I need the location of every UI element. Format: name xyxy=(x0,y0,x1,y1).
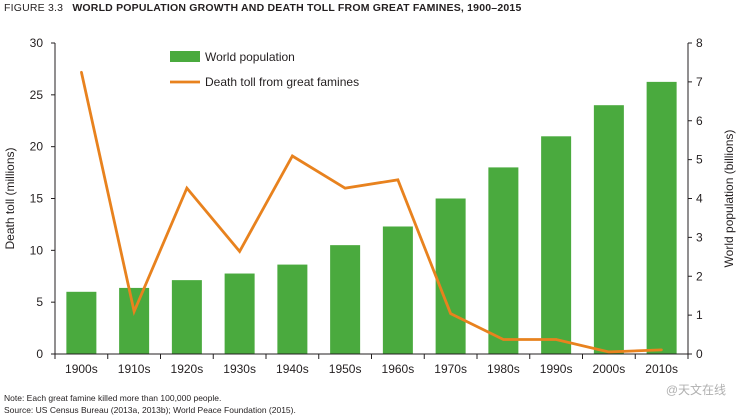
x-tick-label: 2000s xyxy=(593,362,626,376)
note-text: Note: Each great famine killed more than… xyxy=(4,393,222,403)
right-tick-label: 5 xyxy=(696,153,703,167)
left-tick-label: 25 xyxy=(30,88,44,102)
left-tick-label: 5 xyxy=(36,295,43,309)
x-tick-label: 1920s xyxy=(171,362,204,376)
death-toll-point-1900s xyxy=(80,70,83,74)
legend-line-label: Death toll from great famines xyxy=(205,75,359,89)
left-axis-title: Death toll (millions) xyxy=(3,147,17,249)
figure-number: FIGURE 3.3 xyxy=(4,2,64,14)
population-bar-1980s xyxy=(488,167,519,354)
death-toll-point-1970s xyxy=(449,312,452,315)
figure-header: FIGURE 3.3 WORLD POPULATION GROWTH AND D… xyxy=(4,2,522,14)
population-bar-2010s xyxy=(646,81,677,354)
death-toll-point-1920s xyxy=(185,186,189,190)
right-tick-label: 4 xyxy=(696,192,703,206)
population-bar-1970s xyxy=(435,198,466,354)
death-toll-line xyxy=(80,71,662,354)
death-toll-point-2000s xyxy=(607,350,611,354)
left-tick-label: 30 xyxy=(30,36,44,50)
right-tick-label: 1 xyxy=(696,308,703,322)
population-bar-1910s xyxy=(119,287,150,354)
legend-bar-swatch xyxy=(170,51,200,62)
x-tick-label: 1940s xyxy=(276,362,309,376)
population-bar-1940s xyxy=(277,264,308,354)
right-tick-label: 6 xyxy=(696,114,703,128)
right-tick-label: 2 xyxy=(696,269,703,283)
population-bar-1900s xyxy=(66,291,97,354)
right-tick-label: 8 xyxy=(696,36,703,50)
x-tick-label: 1970s xyxy=(434,362,467,376)
x-tick-label: 1930s xyxy=(223,362,256,376)
death-toll-point-1990s xyxy=(554,338,558,341)
watermark: @天文在线 xyxy=(665,383,726,397)
population-bar-1950s xyxy=(330,245,361,354)
death-toll-point-1910s xyxy=(132,310,136,313)
left-tick-label: 0 xyxy=(36,347,43,361)
death-toll-point-1960s xyxy=(396,178,400,182)
figure-title: WORLD POPULATION GROWTH AND DEATH TOLL F… xyxy=(72,2,522,14)
x-tick-label: 1980s xyxy=(487,362,520,376)
x-tick-label: 1950s xyxy=(329,362,362,376)
death-toll-point-2010s xyxy=(660,348,663,352)
population-bar-1920s xyxy=(171,280,202,354)
population-bar-1960s xyxy=(382,226,413,354)
x-tick-label: 1910s xyxy=(118,362,151,376)
death-toll-point-1980s xyxy=(502,338,505,341)
chart: 0 5 10 15 20 25 30 0 1 2 3 4 5 6 7 8 1900s 1910s 1920s 1930… xyxy=(3,36,736,376)
population-bar-2000s xyxy=(593,105,624,354)
death-toll-point-1930s xyxy=(238,250,241,253)
source-text: Source: US Census Bureau (2013a, 2013b);… xyxy=(4,405,296,415)
left-tick-label: 10 xyxy=(30,243,44,257)
population-bar-1930s xyxy=(224,273,255,354)
right-tick-label: 0 xyxy=(696,347,703,361)
population-bar-1990s xyxy=(541,136,572,354)
right-tick-label: 3 xyxy=(696,230,703,244)
left-tick-label: 15 xyxy=(30,192,44,206)
x-tick-label: 1990s xyxy=(540,362,573,376)
right-tick-label: 7 xyxy=(696,75,703,89)
left-tick-label: 20 xyxy=(30,140,44,154)
right-axis-title: World population (billions) xyxy=(722,130,736,268)
death-toll-point-1950s xyxy=(343,186,347,190)
notes: Note: Each great famine killed more than… xyxy=(4,392,296,416)
x-tick-label: 1900s xyxy=(65,362,98,376)
death-toll-point-1940s xyxy=(291,154,294,158)
x-tick-label: 2010s xyxy=(645,362,678,376)
x-tick-label: 1960s xyxy=(382,362,415,376)
legend-bar-label: World population xyxy=(205,50,295,64)
